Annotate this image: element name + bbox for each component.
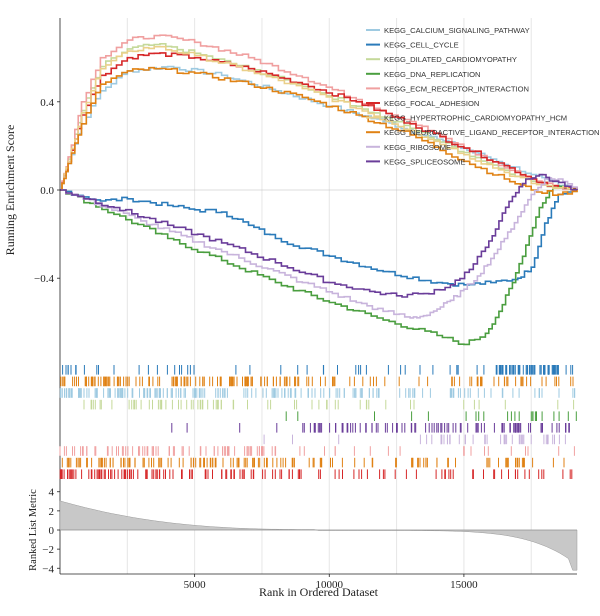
es-y-tick-label: 0.4 [40, 97, 54, 109]
legend-label: KEGG_HYPERTROPHIC_CARDIOMYOPATHY_HCM [384, 114, 567, 123]
series-line-kegg-ribosome [60, 177, 578, 319]
legend-item-kegg-dilated-cardiomyopathy: KEGG_DILATED_CARDIOMYOPATHY [366, 55, 517, 64]
legend-item-kegg-dna-replication: KEGG_DNA_REPLICATION [366, 70, 481, 79]
hit-row-kegg-dilated-cardiomyopathy [83, 399, 575, 410]
legend-label: KEGG_NEUROACTIVE_LIGAND_RECEPTOR_INTERAC… [384, 128, 599, 137]
metric-y-axis-title: Ranked List Metric [28, 489, 39, 571]
ranked-metric-area [59, 500, 578, 571]
metric-y-tick-label: 0 [49, 525, 55, 537]
metric-y-tick-label: 4 [49, 487, 55, 499]
legend-item-kegg-ribosome: KEGG_RIBOSOME [366, 143, 451, 152]
legend-item-kegg-neuroactive-ligand-receptor-interaction: KEGG_NEUROACTIVE_LIGAND_RECEPTOR_INTERAC… [366, 128, 599, 137]
metric-y-tick-label: −2 [42, 544, 54, 556]
enrichment-score-panel: 0.4 0.0 −0.4 Running Enrichment Score [3, 18, 578, 575]
legend: KEGG_CALCIUM_SIGNALING_PATHWAY KEGG_CELL_… [366, 26, 599, 166]
legend-item-kegg-hypertrophic-cardiomyopathy-hcm: KEGG_HYPERTROPHIC_CARDIOMYOPATHY_HCM [366, 114, 567, 123]
x-axis: 5000 10000 15000 Rank in Ordered Dataset [184, 574, 478, 599]
enrichment-y-ticks: 0.4 0.0 −0.4 [34, 97, 60, 285]
legend-item-kegg-ecm-receptor-interaction: KEGG_ECM_RECEPTOR_INTERACTION [366, 84, 529, 93]
x-tick-label: 10000 [316, 579, 344, 591]
x-ticks: 5000 10000 15000 [184, 574, 478, 591]
legend-label: KEGG_CALCIUM_SIGNALING_PATHWAY [384, 26, 530, 35]
enrichment-y-axis-title: Running Enrichment Score [3, 125, 17, 256]
legend-item-kegg-calcium-signaling-pathway: KEGG_CALCIUM_SIGNALING_PATHWAY [366, 26, 530, 35]
metric-y-tick-label: −4 [42, 563, 54, 575]
series-line-kegg-calcium-signaling-pathway [60, 65, 578, 191]
hit-row-kegg-focal-adhesion [59, 469, 573, 479]
es-y-tick-label: −0.4 [34, 273, 54, 285]
hit-marks-panel [59, 365, 577, 479]
metric-y-ticks: 4 2 0 −2 −4 [42, 487, 60, 575]
legend-label: KEGG_DILATED_CARDIOMYOPATHY [384, 55, 517, 64]
legend-label: KEGG_SPLICEOSOME [384, 157, 465, 166]
hit-row-kegg-cell-cycle [62, 365, 574, 375]
hit-row-kegg-calcium-signaling-pathway [59, 388, 576, 398]
legend-label: KEGG_FOCAL_ADHESION [384, 99, 479, 108]
legend-label: KEGG_RIBOSOME [384, 143, 451, 152]
hit-row-kegg-spliceosome [171, 423, 570, 433]
series-line-kegg-hypertrophic-cardiomyopathy-hcm [60, 45, 578, 192]
hit-row-kegg-ecm-receptor-interaction [59, 446, 575, 456]
es-y-tick-label: 0.0 [40, 185, 54, 197]
hit-row-kegg-hypertrophic-cardiomyopathy-hcm [61, 457, 565, 468]
hit-row-kegg-neuroactive-ligand-receptor-interaction [60, 376, 574, 387]
legend-item-kegg-cell-cycle: KEGG_CELL_CYCLE [366, 41, 459, 50]
hit-row-kegg-ribosome [263, 434, 566, 445]
legend-label: KEGG_DNA_REPLICATION [384, 70, 481, 79]
legend-item-kegg-spliceosome: KEGG_SPLICEOSOME [366, 157, 465, 166]
metric-y-tick-label: 2 [49, 506, 55, 518]
legend-item-kegg-focal-adhesion: KEGG_FOCAL_ADHESION [366, 99, 479, 108]
x-tick-label: 15000 [450, 579, 478, 591]
series-line-kegg-focal-adhesion [60, 52, 578, 191]
x-axis-title: Rank in Ordered Dataset [259, 585, 379, 599]
series-line-kegg-neuroactive-ligand-receptor-interaction [60, 66, 578, 196]
legend-label: KEGG_CELL_CYCLE [384, 41, 459, 50]
legend-label: KEGG_ECM_RECEPTOR_INTERACTION [384, 84, 529, 93]
ranked-metric-panel: 4 2 0 −2 −4 Ranked List Metric [28, 487, 578, 575]
series-line-kegg-spliceosome [60, 173, 578, 298]
hit-row-kegg-dna-replication [285, 411, 577, 421]
series-line-kegg-cell-cycle [60, 188, 578, 287]
enrichment-lines [60, 34, 578, 346]
series-line-kegg-dna-replication [60, 184, 578, 346]
x-tick-label: 5000 [184, 579, 207, 591]
